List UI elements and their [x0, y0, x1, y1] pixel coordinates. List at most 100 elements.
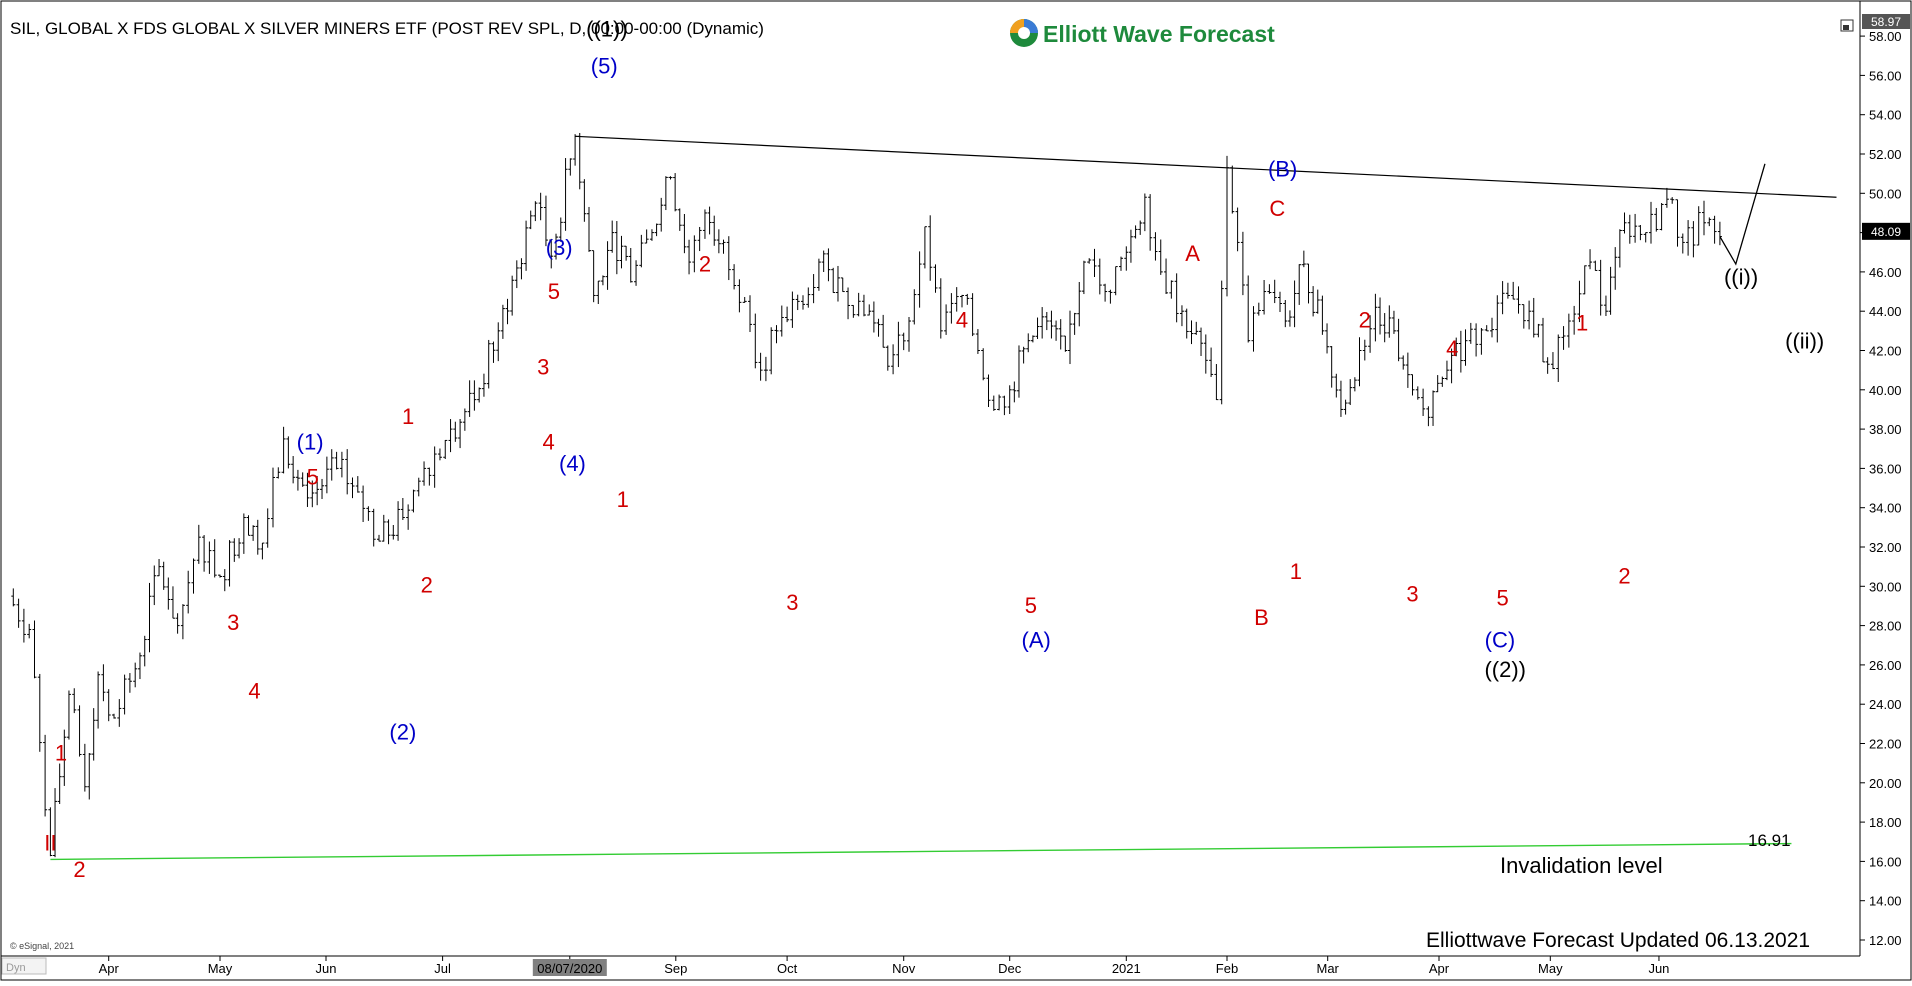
ohlc-bar	[1396, 318, 1401, 362]
ohlc-bar	[196, 524, 201, 564]
x-tick-label: Nov	[892, 961, 916, 976]
ohlc-bar	[1320, 295, 1325, 335]
ohlc-bar	[1608, 266, 1613, 315]
ohlc-bar	[528, 210, 533, 230]
wave-label: ((2))	[1484, 657, 1526, 682]
ohlc-bar	[91, 708, 96, 761]
ohlc-bar	[1283, 299, 1288, 328]
ohlc-bar	[1382, 313, 1387, 343]
ohlc-bar	[1209, 347, 1214, 377]
ohlc-bar	[1435, 375, 1440, 393]
ohlc-bar	[1315, 289, 1320, 314]
ohlc-bar	[1643, 232, 1648, 243]
wave-label: 2	[73, 857, 85, 882]
y-tick-label: 40.00	[1869, 383, 1902, 398]
ohlc-bar	[600, 275, 605, 286]
ohlc-bar	[758, 352, 763, 381]
ohlc-bar	[732, 264, 737, 290]
wave-label: II	[44, 831, 56, 856]
ohlc-bar	[218, 574, 222, 578]
ohlc-bar	[191, 558, 196, 594]
ohlc-bar	[721, 239, 726, 254]
ohlc-bar	[960, 294, 964, 308]
ohlc-bar	[1593, 260, 1598, 271]
ohlc-bar	[1030, 335, 1035, 343]
ohlc-bar	[1401, 355, 1406, 370]
ohlc-bar	[1267, 284, 1272, 294]
ohlc-bar	[1707, 217, 1712, 227]
ohlc-bar	[587, 206, 592, 252]
ohlc-bar	[891, 344, 896, 375]
ohlc-bar	[82, 743, 87, 792]
y-tick-label: 16.00	[1869, 854, 1902, 869]
ohlc-bar	[1391, 310, 1396, 334]
ohlc-bar	[753, 313, 758, 369]
ohlc-bar	[524, 220, 529, 271]
ohlc-bar	[386, 519, 391, 545]
ohlc-bar	[1049, 310, 1054, 339]
brand-logo: Elliott Wave Forecast	[1010, 19, 1275, 47]
x-tick-label: Feb	[1216, 961, 1238, 976]
wave-label: 2	[1359, 308, 1371, 333]
wave-label: ((1))	[586, 16, 628, 41]
ohlc-bar	[779, 305, 784, 337]
ohlc-bar	[1262, 279, 1267, 315]
wave-label: ((ii))	[1785, 328, 1824, 353]
ohlc-bar	[806, 287, 811, 308]
ohlc-bar	[1035, 317, 1040, 339]
ohlc-bar	[491, 341, 496, 363]
ohlc-bar	[207, 541, 212, 574]
ohlc-bar	[1016, 345, 1021, 398]
ohlc-bar	[147, 582, 152, 653]
dynamic-toggle[interactable]	[1, 957, 47, 975]
y-tick-label: 26.00	[1869, 658, 1902, 673]
ohlc-bar	[726, 236, 731, 281]
ohlc-bar	[1500, 281, 1505, 315]
y-tick-label: 58.00	[1869, 29, 1902, 44]
dynamic-toggle-label: Dyn	[6, 962, 26, 974]
ohlc-bar	[453, 421, 458, 442]
ohlc-bar	[795, 294, 800, 311]
ohlc-bar	[161, 561, 166, 590]
wave-label: ((i))	[1724, 264, 1758, 289]
ohlc-bar	[355, 476, 360, 493]
ohlc-bar	[1521, 304, 1526, 329]
y-tick-label: 32.00	[1869, 540, 1902, 555]
ohlc-bar	[1352, 377, 1357, 392]
ohlc-bar	[432, 446, 437, 488]
ohlc-bar	[1153, 232, 1158, 261]
wave-label: 5	[1025, 593, 1037, 618]
ohlc-bar	[1278, 291, 1282, 313]
ohlc-bar	[1272, 279, 1277, 304]
ohlc-bar	[101, 664, 106, 702]
ohlc-bar	[938, 278, 943, 339]
ohlc-bar	[605, 241, 610, 290]
ohlc-bar	[949, 293, 954, 324]
ohlc-bar	[486, 339, 491, 389]
wave-label: C	[1269, 196, 1285, 221]
y-tick-label: 30.00	[1869, 579, 1902, 594]
ohlc-bar	[1108, 289, 1113, 304]
ohlc-bar	[106, 689, 111, 722]
ohlc-bar	[573, 134, 578, 166]
ohlc-bar	[1627, 214, 1632, 244]
copyright: © eSignal, 2021	[10, 941, 74, 951]
ohlc-bar	[774, 325, 779, 344]
ohlc-bar	[687, 239, 692, 275]
ohlc-bar	[1582, 265, 1587, 295]
ohlc-bar	[785, 306, 790, 323]
ohlc-bar	[1251, 306, 1256, 352]
ohlc-bar	[1169, 280, 1174, 299]
ohlc-bar	[790, 291, 795, 328]
ohlc-bar	[320, 478, 325, 500]
ohlc-bar	[222, 569, 227, 592]
wave-label: 2	[1618, 564, 1630, 589]
y-tick-label: 24.00	[1869, 697, 1902, 712]
ohlc-bars	[11, 132, 1722, 858]
window-restore-icon[interactable]	[1840, 19, 1854, 32]
x-tick-label: Jun	[1648, 961, 1669, 976]
ohlc-bar	[1649, 201, 1653, 244]
ohlc-bar	[371, 508, 376, 547]
ohlc-bar	[610, 220, 615, 253]
